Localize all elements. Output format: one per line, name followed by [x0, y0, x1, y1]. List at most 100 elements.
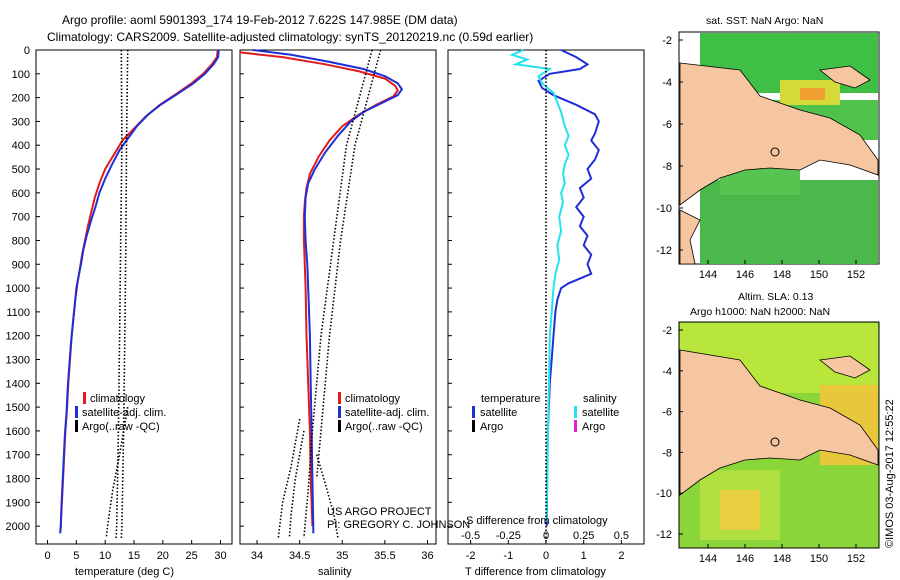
series-temperature-argo-dotted-c — [105, 406, 129, 539]
depth-tick-label: 300 — [12, 116, 30, 128]
legend-swatch-s-satellite — [574, 406, 577, 418]
map-x-tick-label: 146 — [736, 553, 754, 565]
x-tick-label: 0 — [44, 550, 50, 562]
map2-field-south-hot — [720, 490, 760, 530]
depth-tick-label: 1400 — [6, 378, 30, 390]
series-difference-t-satellite — [537, 49, 600, 527]
legend-swatch-s-argo — [574, 420, 577, 432]
legend-swatch-argo — [75, 420, 78, 432]
depth-axis: 0 100 200 300 400 500 600 700 800 900 1000 1100 1200… — [6, 45, 452, 533]
depth-tick-label: 200 — [12, 93, 30, 105]
series-salinity-argo-dotted-b — [315, 49, 382, 479]
sdiff-tick-labels: -0.5 -0.25 0 0.25 0.5 — [461, 530, 629, 542]
series-salinity-argo-dotted-d — [288, 430, 305, 539]
x-tick-label: -1 — [503, 550, 513, 562]
legend-label-s-argo: Argo — [582, 421, 605, 433]
profile-series — [59, 49, 600, 543]
map-y-tick-label: -2 — [662, 325, 672, 337]
pi-label: PI: GREGORY C. JOHNSON — [327, 519, 470, 531]
legend-label-climatology: climatology — [90, 393, 146, 405]
depth-tick-label: 500 — [12, 164, 30, 176]
series-salinity-satellite-adj-clim- — [252, 49, 404, 534]
series-salinity-argo-dotted-a — [303, 49, 373, 539]
map-x-tick-label: 148 — [773, 269, 791, 281]
sdiff-xlabel: S difference from climatology — [466, 515, 608, 527]
map-y-tick-label: -8 — [662, 161, 672, 173]
legend-swatch-t-satellite — [472, 406, 475, 418]
x-tick-label: 15 — [128, 550, 140, 562]
depth-tick-label: 900 — [12, 259, 30, 271]
depth-tick-label: 1200 — [6, 331, 30, 343]
salinity-xlabel: salinity — [318, 566, 352, 578]
legend-label-argo: Argo(..raw -QC) — [345, 421, 423, 433]
sdiff-tick-label: -0.5 — [461, 530, 480, 542]
sla-map — [678, 321, 880, 549]
legend-label-argo: Argo(..raw -QC) — [82, 421, 160, 433]
series-salinity-argo-dotted-e — [315, 454, 339, 539]
legend-head-temperature: temperature — [481, 393, 540, 405]
map-y-tick-label: -6 — [662, 119, 672, 131]
map2-axes: -2 -4 -6 -8 -10 -12 144 146 148 150 152 — [656, 325, 865, 565]
salinity-legend: climatology satellite-adj. clim. Argo(..… — [338, 392, 429, 433]
map-y-tick-label: -10 — [656, 203, 672, 215]
x-tick-label: 34 — [251, 550, 263, 562]
map2-argo-marker — [770, 437, 780, 447]
map-x-tick-label: 152 — [847, 269, 865, 281]
depth-tick-label: 100 — [12, 69, 30, 81]
map1-title: sat. SST: NaN Argo: NaN — [706, 15, 823, 27]
legend-swatch-climatology — [338, 392, 341, 404]
legend-swatch-argo — [338, 420, 341, 432]
legend-swatch-satellite — [338, 406, 341, 418]
sdiff-tick-label: -0.25 — [496, 530, 521, 542]
map-x-tick-label: 152 — [847, 553, 865, 565]
x-tick-label: 35.5 — [374, 550, 395, 562]
difference-legend: temperature salinity satellite Argo sate… — [472, 393, 619, 433]
depth-tick-label: 1800 — [6, 474, 30, 486]
map-x-tick-label: 148 — [773, 553, 791, 565]
x-tick-label: -2 — [466, 550, 476, 562]
legend-swatch-t-argo — [472, 420, 475, 432]
map1-argo-marker — [770, 147, 780, 157]
map-x-tick-label: 146 — [736, 269, 754, 281]
map-y-tick-label: -2 — [662, 35, 672, 47]
temperature-xlabel: temperature (deg C) — [75, 566, 174, 578]
map-x-tick-label: 150 — [810, 553, 828, 565]
map-x-tick-label: 144 — [699, 553, 717, 565]
legend-label-t-argo: Argo — [480, 421, 503, 433]
legend-swatch-climatology — [83, 392, 86, 404]
timestamp-stamp: ©IMOS 03-Aug-2017 12:55:22 — [884, 399, 896, 548]
x-tick-label: 34.5 — [289, 550, 310, 562]
project-label: US ARGO PROJECT — [327, 506, 432, 518]
map1-land-island — [819, 65, 871, 89]
series-salinity-climatology — [239, 51, 399, 527]
map1-land-png — [679, 62, 879, 206]
series-difference-s-satellite — [509, 49, 570, 522]
depth-tick-label: 1300 — [6, 354, 30, 366]
depth-tick-label: 1100 — [6, 307, 30, 319]
x-tick-label: 1 — [581, 550, 587, 562]
depth-tick-label: 2000 — [6, 521, 30, 533]
map-y-tick-label: -10 — [656, 488, 672, 500]
legend-swatch-satellite — [75, 406, 78, 418]
legend-label-satellite: satellite-adj. clim. — [345, 407, 429, 419]
salinity-panel — [239, 49, 437, 545]
series-temperature-satellite-adj-clim- — [59, 49, 220, 534]
map-y-tick-label: -12 — [656, 529, 672, 541]
legend-label-satellite: satellite-adj. clim. — [82, 407, 166, 419]
depth-tick-label: 800 — [12, 235, 30, 247]
map-x-tick-label: 150 — [810, 269, 828, 281]
x-tick-label: 2 — [618, 550, 624, 562]
temperature-legend: climatology satellite-adj. clim. Argo(..… — [75, 392, 166, 433]
map2-title: Altim. SLA: 0.13 — [738, 291, 813, 303]
map1-hot-patch — [800, 88, 825, 100]
legend-label-climatology: climatology — [345, 393, 401, 405]
series-temperature-argo-dotted-b — [120, 49, 129, 539]
title-line-1: Argo profile: aoml 5901393_174 19-Feb-20… — [62, 13, 458, 27]
map2-subtitle: Argo h1000: NaN h2000: NaN — [690, 306, 830, 318]
depth-tick-label: 400 — [12, 140, 30, 152]
map-y-tick-label: -4 — [662, 366, 672, 378]
depth-tick-label: 600 — [12, 188, 30, 200]
sdiff-tick-label: 0.5 — [614, 530, 629, 542]
temperature-panel — [35, 49, 233, 545]
